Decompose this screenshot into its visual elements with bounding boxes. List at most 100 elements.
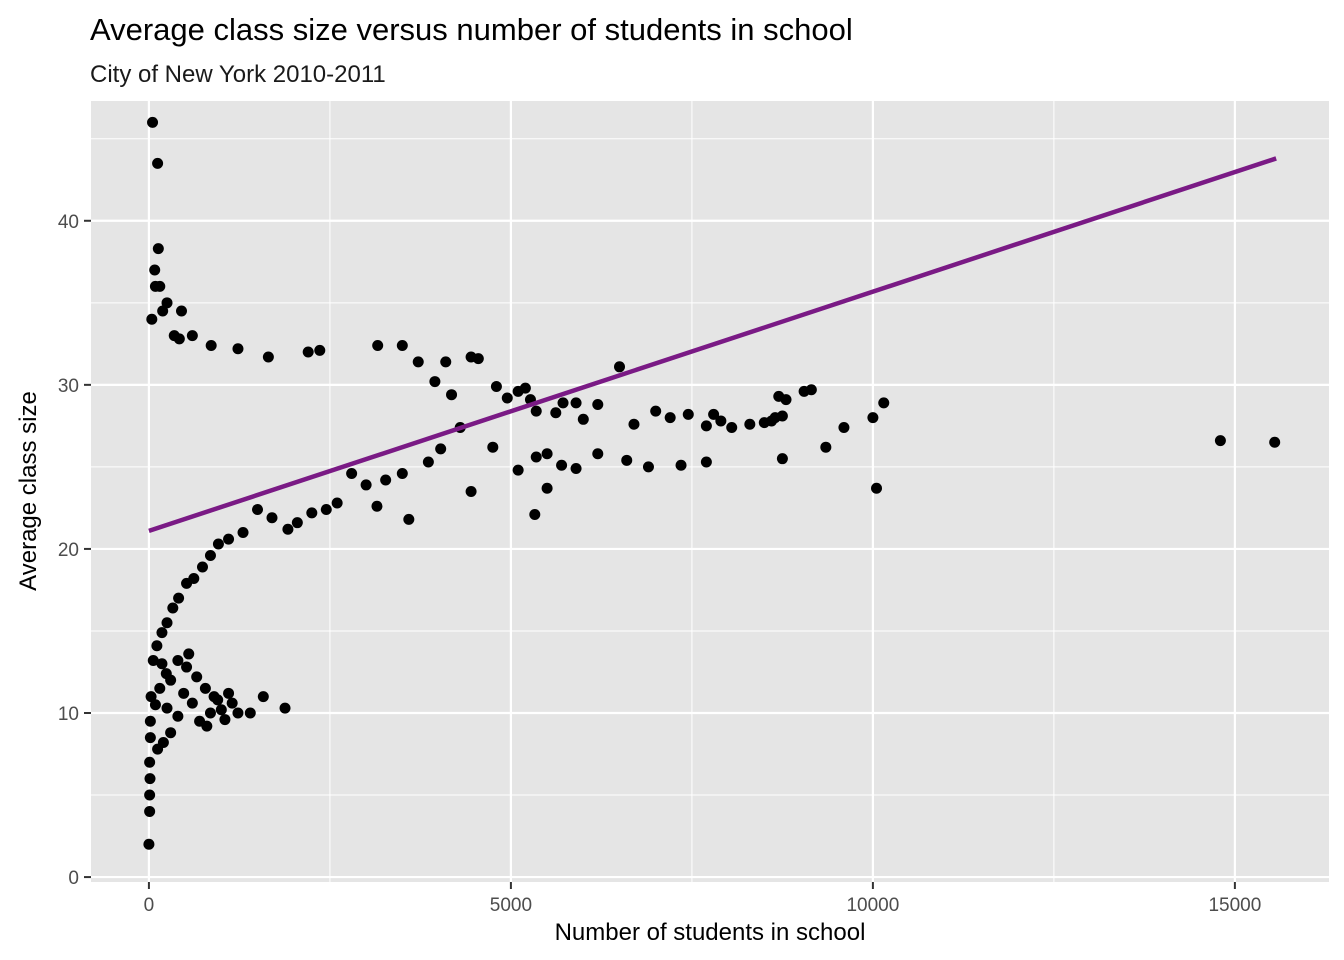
data-point bbox=[403, 513, 415, 525]
data-point bbox=[147, 654, 159, 666]
data-point bbox=[519, 382, 531, 394]
data-point bbox=[472, 353, 484, 365]
data-point bbox=[152, 243, 164, 255]
data-point bbox=[446, 389, 458, 401]
data-point bbox=[878, 397, 890, 409]
data-point bbox=[838, 422, 850, 434]
data-point bbox=[212, 694, 224, 706]
data-point bbox=[682, 408, 694, 420]
data-point bbox=[223, 687, 235, 699]
data-point bbox=[144, 756, 156, 768]
y-tick-label: 10 bbox=[58, 704, 79, 725]
data-point bbox=[144, 773, 156, 785]
data-point bbox=[306, 507, 318, 519]
data-point bbox=[173, 333, 185, 345]
data-point bbox=[372, 339, 384, 351]
data-point bbox=[152, 157, 164, 169]
chart-subtitle: City of New York 2010-2011 bbox=[90, 61, 386, 88]
data-point bbox=[465, 486, 477, 497]
data-point bbox=[143, 838, 155, 850]
data-point bbox=[675, 459, 687, 471]
x-tick-label: 15000 bbox=[1208, 895, 1261, 916]
data-point bbox=[156, 627, 168, 639]
data-point bbox=[149, 699, 161, 711]
data-point bbox=[541, 448, 553, 460]
data-points bbox=[143, 116, 1281, 850]
data-point bbox=[145, 691, 157, 703]
data-point bbox=[232, 707, 244, 719]
data-point bbox=[167, 602, 179, 614]
data-point bbox=[154, 682, 166, 694]
data-point bbox=[186, 697, 198, 709]
data-point bbox=[556, 459, 568, 471]
data-point bbox=[173, 592, 185, 604]
data-point bbox=[252, 504, 264, 516]
data-point bbox=[161, 702, 173, 714]
data-point bbox=[805, 384, 817, 396]
data-point bbox=[396, 339, 408, 351]
data-point bbox=[199, 682, 211, 694]
data-point bbox=[196, 561, 208, 573]
data-point bbox=[700, 456, 712, 468]
data-point bbox=[360, 479, 372, 491]
data-point bbox=[172, 654, 184, 666]
data-point bbox=[215, 704, 227, 716]
data-point bbox=[191, 671, 203, 683]
data-point bbox=[194, 715, 206, 727]
data-point bbox=[422, 456, 434, 468]
data-point bbox=[664, 412, 676, 424]
data-point bbox=[570, 463, 582, 475]
data-point bbox=[219, 714, 231, 726]
data-point bbox=[204, 549, 216, 561]
y-tick-label: 0 bbox=[68, 868, 79, 889]
data-point bbox=[512, 464, 524, 476]
data-point bbox=[776, 410, 788, 422]
data-point bbox=[144, 789, 156, 801]
y-axis-title: Average class size bbox=[15, 391, 42, 591]
data-point bbox=[440, 356, 452, 368]
data-point bbox=[501, 392, 513, 404]
data-point bbox=[144, 715, 156, 727]
data-point bbox=[621, 454, 633, 466]
data-point bbox=[592, 448, 604, 460]
x-axis-title: Number of students in school bbox=[555, 919, 866, 946]
data-point bbox=[435, 443, 447, 455]
data-point bbox=[302, 346, 314, 358]
data-point bbox=[157, 305, 169, 317]
data-point bbox=[257, 691, 269, 703]
data-point bbox=[154, 280, 166, 292]
data-point bbox=[175, 305, 187, 317]
data-point bbox=[314, 344, 326, 356]
data-point bbox=[186, 330, 198, 342]
y-tick-label: 30 bbox=[58, 376, 79, 397]
x-tick-label: 0 bbox=[144, 895, 155, 916]
data-point bbox=[205, 339, 217, 351]
data-point bbox=[291, 517, 303, 529]
data-point bbox=[331, 497, 343, 509]
data-point bbox=[780, 394, 792, 406]
data-point bbox=[232, 343, 244, 355]
data-point bbox=[708, 408, 720, 420]
data-point bbox=[181, 577, 193, 589]
data-point bbox=[204, 707, 216, 719]
data-point bbox=[490, 380, 502, 392]
data-point bbox=[412, 356, 424, 368]
data-point bbox=[152, 743, 164, 755]
data-point bbox=[557, 397, 569, 409]
data-point bbox=[151, 640, 163, 652]
data-point bbox=[530, 405, 542, 417]
data-point bbox=[223, 533, 235, 545]
y-tick-label: 40 bbox=[58, 212, 79, 233]
data-point bbox=[161, 617, 173, 629]
chart-title: Average class size versus number of stud… bbox=[90, 12, 853, 47]
data-point bbox=[396, 467, 408, 479]
data-point bbox=[871, 482, 883, 494]
data-point bbox=[147, 116, 159, 128]
data-point bbox=[592, 399, 604, 411]
data-point bbox=[1269, 436, 1281, 448]
data-point bbox=[726, 422, 738, 434]
data-point bbox=[144, 805, 156, 817]
data-point bbox=[165, 727, 177, 739]
data-point bbox=[715, 415, 727, 427]
data-point bbox=[266, 512, 278, 524]
